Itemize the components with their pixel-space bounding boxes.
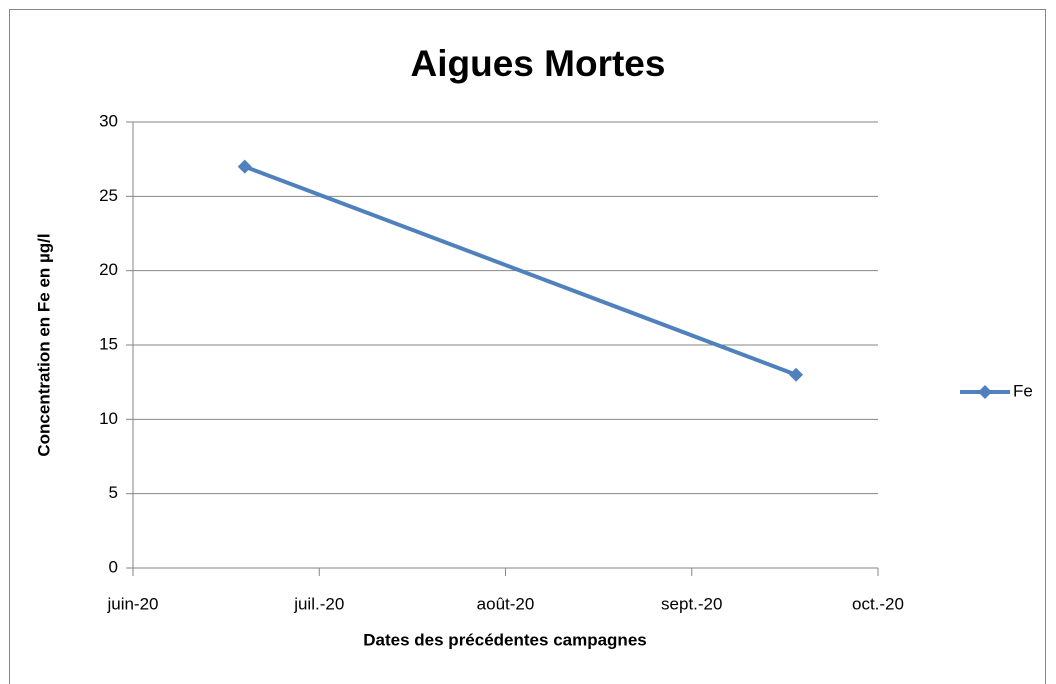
x-tick-label: sept.-20 [661, 594, 722, 613]
y-tick-label: 25 [99, 186, 118, 205]
data-point [237, 159, 252, 174]
x-axis-label: Dates des précédentes campagnes [363, 630, 646, 649]
legend-marker [978, 385, 992, 399]
y-tick-label: 30 [99, 111, 118, 130]
x-tick-label: oct.-20 [852, 594, 904, 613]
y-tick-label: 5 [109, 483, 118, 502]
y-tick-label: 10 [99, 409, 118, 428]
data-point [789, 367, 804, 382]
y-tick-label: 15 [99, 334, 118, 353]
x-tick-label: juin-20 [106, 594, 158, 613]
chart-border [9, 9, 1046, 684]
series-line [244, 164, 797, 377]
chart-title: Aigues Mortes [411, 43, 666, 84]
x-tick-label: juil.-20 [293, 594, 344, 613]
y-tick-label: 20 [99, 260, 118, 279]
y-tick-label: 0 [109, 557, 118, 576]
x-tick-label: août-20 [477, 594, 535, 613]
y-axis-label: Concentration en Fe en µg/l [34, 233, 53, 456]
legend-label: Fe [1013, 381, 1033, 400]
